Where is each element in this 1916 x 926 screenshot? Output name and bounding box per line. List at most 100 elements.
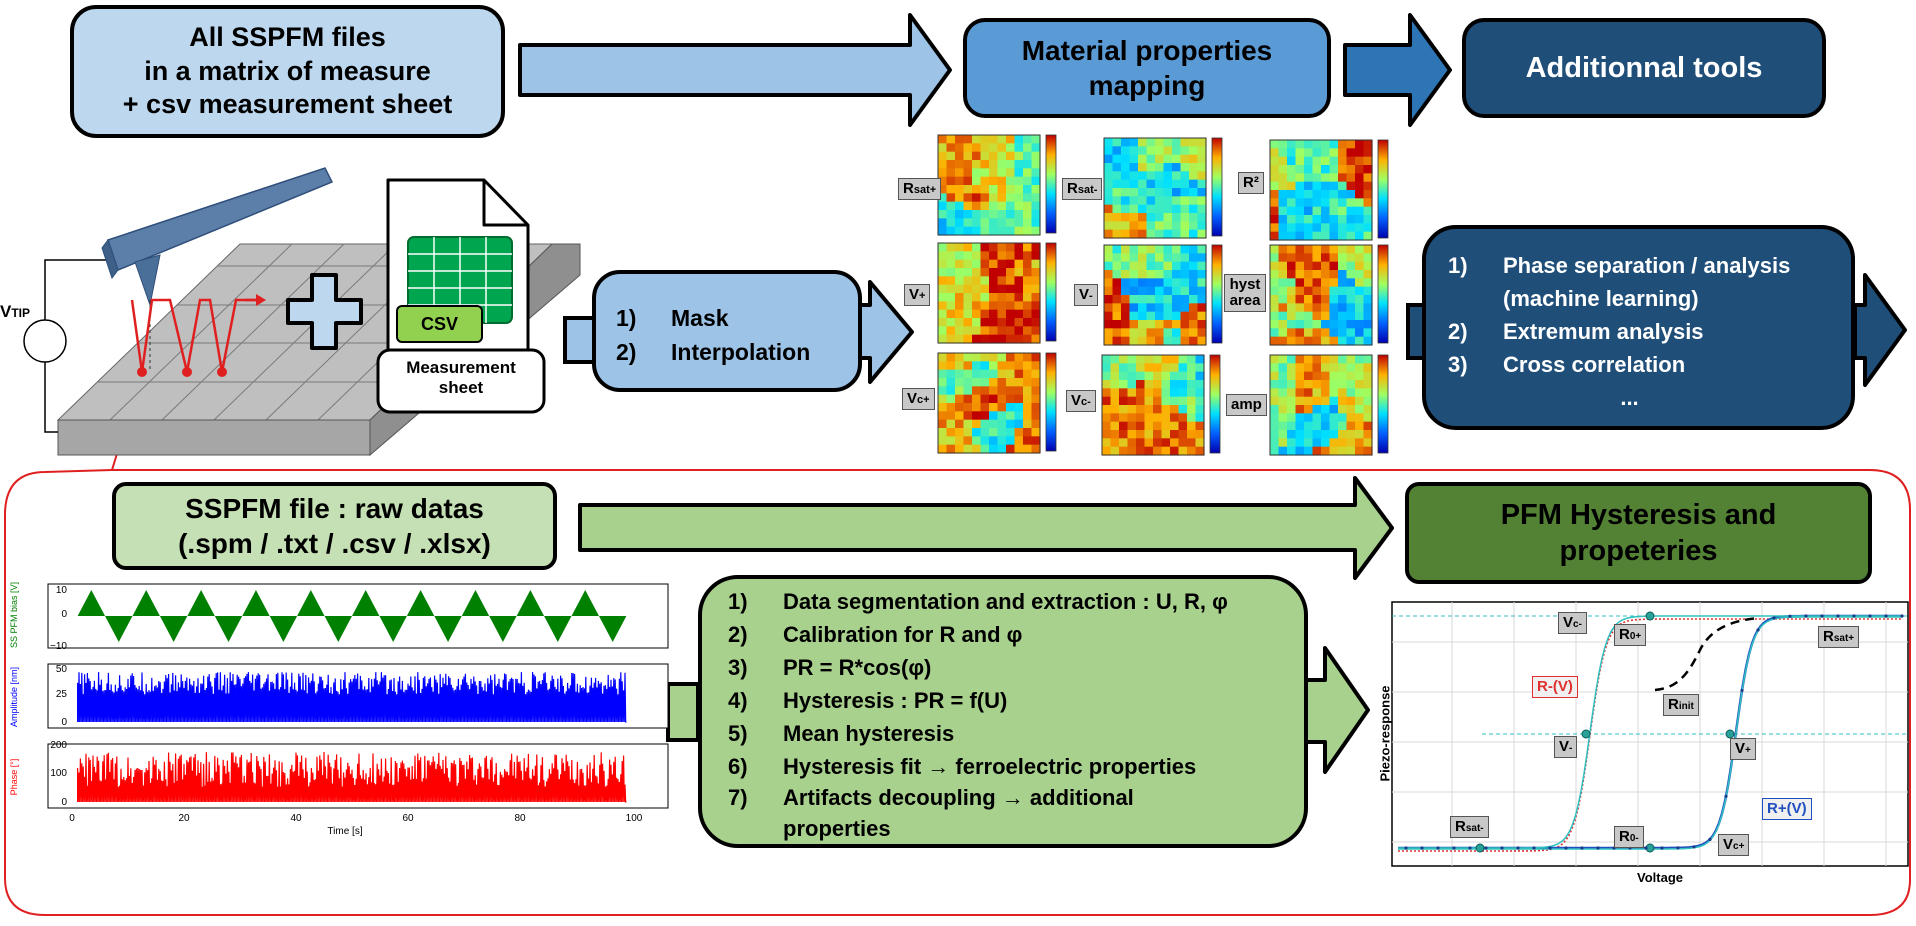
map-cell	[1363, 206, 1373, 216]
map-cell	[1278, 380, 1288, 389]
map-cell	[1321, 156, 1331, 166]
map-cell	[1187, 380, 1197, 389]
map-cell	[1295, 148, 1305, 158]
map-cell	[1321, 295, 1331, 304]
map-cell	[938, 168, 948, 178]
map-cell	[1172, 261, 1182, 271]
map-cell	[1163, 303, 1173, 313]
map-cell	[1355, 421, 1365, 431]
map-cell	[1104, 320, 1114, 329]
map-cell	[1178, 371, 1188, 381]
map-cell	[980, 176, 990, 186]
map-cell	[1312, 413, 1322, 423]
map-cell	[1138, 229, 1148, 239]
hyst-marker	[1660, 846, 1664, 850]
map-cell	[938, 251, 948, 261]
map-cell	[963, 168, 973, 178]
map-cell	[1355, 336, 1365, 346]
map-cell	[955, 318, 965, 327]
map-cell	[972, 185, 982, 194]
map-cell	[1129, 179, 1139, 189]
signal-ytick: 50	[55, 664, 67, 675]
map-cell	[1014, 309, 1024, 319]
map-cell	[1129, 261, 1139, 271]
map-cell	[1321, 231, 1331, 241]
map-cell	[1014, 185, 1024, 194]
map-cell	[1163, 229, 1173, 239]
map-cell	[1110, 380, 1120, 389]
map-cell	[1338, 405, 1348, 414]
map-cell	[1110, 413, 1120, 423]
map-cell	[1014, 444, 1024, 454]
map-cell	[938, 259, 948, 269]
map-cell	[1161, 388, 1171, 398]
map-label-rsat-plus: Rsat+	[898, 178, 942, 200]
map-cell	[1321, 278, 1331, 288]
map-cell	[1363, 446, 1373, 456]
map-cell	[955, 403, 965, 412]
map-cell	[1129, 311, 1139, 321]
arrow-raw-to-result	[578, 476, 1394, 580]
map-cell	[1110, 363, 1120, 373]
map-cell	[1270, 371, 1280, 381]
tools-step: 3) Cross correlation	[1448, 352, 1686, 377]
map-cell	[1287, 430, 1297, 439]
map-cell	[946, 318, 956, 327]
arrow-tools-out	[1853, 273, 1907, 387]
map-cell	[963, 334, 973, 344]
map-cell	[1278, 413, 1288, 423]
map-cell	[1329, 430, 1339, 439]
map-cell	[1006, 411, 1016, 421]
map-cell	[1312, 363, 1322, 373]
map-cell	[1104, 163, 1114, 172]
map-cell	[1187, 363, 1197, 373]
map-cell	[989, 185, 999, 194]
map-cell	[997, 143, 1007, 153]
map-cell	[1014, 151, 1024, 161]
map-cell	[1197, 320, 1207, 329]
map-cell	[1172, 320, 1182, 329]
map-cell	[1329, 253, 1339, 263]
map-cell	[1110, 388, 1120, 398]
map-cell	[1023, 361, 1033, 371]
map-cell	[972, 444, 982, 454]
map-cell	[1270, 286, 1280, 296]
map-cell	[989, 201, 999, 211]
map-cell	[1006, 176, 1016, 186]
map-cell	[1346, 173, 1356, 183]
map-cell	[1346, 438, 1356, 448]
map-cell	[972, 334, 982, 344]
map-cell	[1355, 363, 1365, 373]
map-cell	[1195, 421, 1205, 431]
arrow-setup-to-mask	[563, 316, 597, 364]
map-cell	[1180, 154, 1190, 164]
signal-xtick: 20	[178, 813, 190, 824]
map-cell	[1031, 168, 1041, 178]
map-cell	[1189, 154, 1199, 164]
map-cell	[1363, 311, 1373, 321]
analysis-steps-box: 1) Data segmentation and extraction : U, …	[698, 575, 1308, 848]
map-cell	[1312, 421, 1322, 431]
map-cell	[1014, 419, 1024, 429]
signal-ytick: 25	[55, 689, 67, 700]
map-cell	[1006, 326, 1016, 336]
arrow-plots-to-steps	[666, 682, 700, 742]
map-cell	[1104, 303, 1114, 313]
map-cell	[963, 361, 973, 371]
map-cell	[1023, 326, 1033, 336]
map-cell	[1287, 206, 1297, 216]
map-cell	[1110, 421, 1120, 431]
map-cell	[938, 444, 948, 454]
map-cell	[1178, 363, 1188, 373]
hyst-marker	[1708, 837, 1712, 841]
signal-xtick: 40	[290, 813, 302, 824]
map-cell	[1023, 201, 1033, 211]
map-cell	[946, 369, 956, 379]
map-cell	[1270, 303, 1280, 313]
map-cell	[1329, 320, 1339, 329]
map-cell	[1180, 278, 1190, 288]
map-cell	[1295, 253, 1305, 263]
map-cell	[1155, 179, 1165, 189]
map-cell	[1338, 278, 1348, 288]
map-cell	[1136, 388, 1146, 398]
